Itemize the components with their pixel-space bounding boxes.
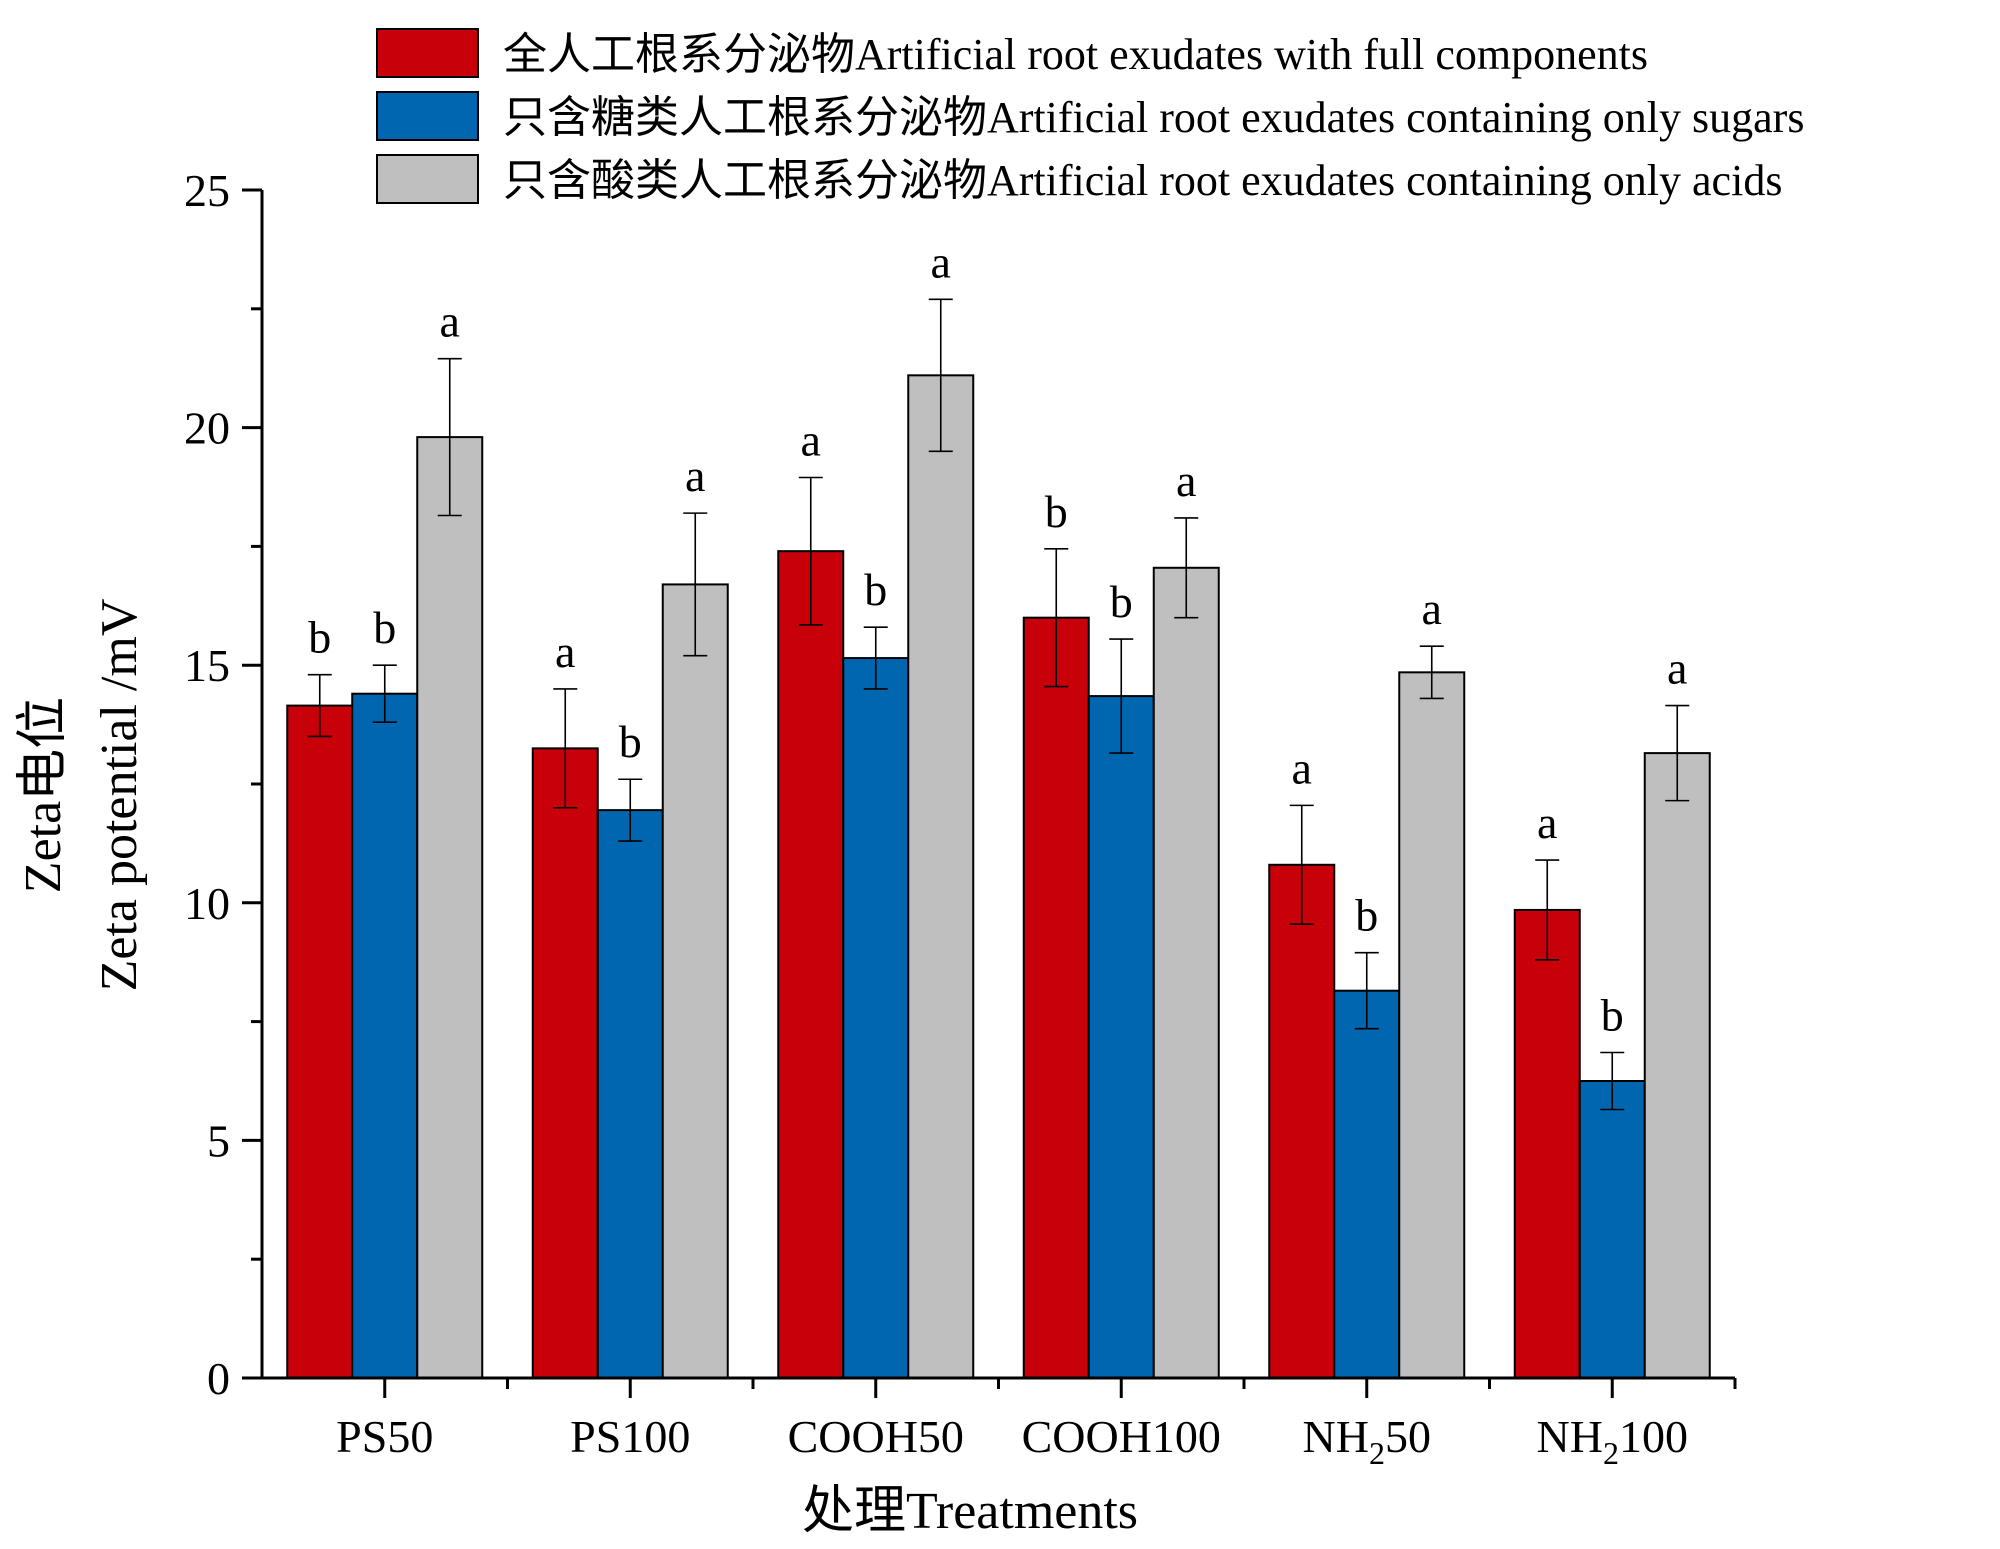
significance-letter-series3-cat5: a	[1422, 583, 1442, 634]
error-bar-series1-cat3	[798, 476, 823, 626]
x-tick-label-6: NH2100	[1537, 1411, 1688, 1471]
significance-letter-series2-cat1: b	[373, 602, 396, 653]
error-bar-series1-cat4	[1044, 547, 1069, 688]
legend-label-2: 只含糖类人工根系分泌物Artificial root exudates cont…	[503, 93, 1804, 142]
significance-letter-series2-cat5: b	[1355, 890, 1378, 941]
bar-series2-cat5	[1333, 989, 1401, 1379]
significance-letter-series1-cat5: a	[1292, 742, 1312, 793]
y-axis-title-cn: Zeta电位	[15, 697, 72, 893]
error-bar-series1-cat2	[553, 688, 578, 809]
bar-series3-cat5	[1398, 671, 1466, 1379]
axes-group: PS50 PS100 COOH50 COOH100 NH250 NH2100 0 5 10 15 2…	[184, 165, 1737, 1471]
legend-item-3: 只含酸类人工根系分泌物Artificial root exudates cont…	[376, 154, 1782, 205]
bar-series2-cat6	[1578, 1080, 1646, 1379]
legend-item-1: 全人工根系分泌物Artificial root exudates with fu…	[376, 28, 1648, 79]
bar-series1-cat6	[1513, 908, 1581, 1379]
error-bars-group	[307, 298, 1690, 1111]
significance-letter-series1-cat1: b	[308, 612, 331, 663]
y-tick-label-1: 0	[207, 1353, 230, 1404]
y-tick-label-3: 10	[184, 878, 230, 929]
error-bar-series3-cat1	[437, 357, 462, 517]
significance-letter-series2-cat2: b	[619, 716, 642, 767]
error-bar-series2-cat5	[1354, 951, 1379, 1030]
error-bar-series2-cat4	[1109, 638, 1134, 754]
legend-swatch-2	[376, 91, 479, 141]
significance-letter-series1-cat3: a	[801, 414, 821, 465]
significance-letter-series1-cat2: a	[555, 626, 575, 677]
significance-letter-series3-cat3: a	[931, 236, 951, 287]
significance-letter-series3-cat2: a	[685, 450, 705, 501]
bar-series1-cat4	[1022, 616, 1090, 1379]
legend: 全人工根系分泌物Artificial root exudates with fu…	[376, 28, 1804, 205]
error-bar-series1-cat5	[1289, 804, 1314, 925]
significance-letter-series2-cat3: b	[864, 564, 887, 615]
x-tick-label-5: NH250	[1303, 1411, 1431, 1471]
legend-swatch-1	[376, 28, 479, 78]
bar-series1-cat5	[1268, 863, 1336, 1379]
legend-label-1: 全人工根系分泌物Artificial root exudates with fu…	[503, 30, 1648, 79]
bar-series2-cat4	[1087, 695, 1155, 1379]
legend-item-2: 只含糖类人工根系分泌物Artificial root exudates cont…	[376, 91, 1804, 142]
error-bar-series2-cat2	[618, 778, 643, 842]
legend-swatch-3	[376, 154, 479, 204]
x-axis-title: 处理Treatments	[802, 1483, 1138, 1540]
significance-letter-series3-cat1: a	[440, 296, 460, 347]
bar-series2-cat3	[842, 657, 910, 1379]
error-bar-series3-cat4	[1174, 517, 1199, 619]
error-bar-series1-cat1	[307, 673, 332, 738]
error-bar-series2-cat1	[372, 664, 397, 724]
y-tick-label-2: 5	[207, 1115, 230, 1166]
y-tick-label-5: 20	[184, 403, 230, 454]
bar-series3-cat6	[1643, 752, 1711, 1379]
bar-series3-cat1	[416, 436, 484, 1379]
error-bar-series3-cat3	[928, 298, 953, 453]
error-bar-series2-cat3	[863, 626, 888, 690]
bars-group	[286, 374, 1711, 1379]
y-axis-title-en: Zeta potential /mV	[91, 599, 148, 992]
error-bar-series3-cat6	[1665, 704, 1690, 802]
bar-series1-cat1	[286, 704, 354, 1379]
y-tick-label-4: 15	[184, 640, 230, 691]
significance-letter-series2-cat4: b	[1110, 576, 1133, 627]
y-tick-label-6: 25	[184, 165, 230, 216]
error-bar-series3-cat2	[683, 512, 708, 657]
significance-letter-series2-cat6: b	[1601, 989, 1624, 1040]
error-bar-series3-cat5	[1419, 645, 1444, 700]
significance-letter-series3-cat6: a	[1667, 643, 1687, 694]
bar-series1-cat2	[531, 747, 599, 1379]
bar-series3-cat4	[1152, 566, 1220, 1379]
bar-series3-cat2	[661, 583, 729, 1379]
x-tick-label-4: COOH100	[1022, 1411, 1221, 1462]
bar-series2-cat2	[596, 809, 664, 1379]
bar-series2-cat1	[351, 692, 419, 1379]
x-tick-label-3: COOH50	[788, 1411, 964, 1462]
bar-series1-cat3	[777, 550, 845, 1379]
bar-series3-cat3	[907, 374, 975, 1379]
error-bar-series1-cat6	[1535, 859, 1560, 961]
significance-letter-series1-cat4: b	[1045, 486, 1068, 537]
x-tick-label-2: PS100	[570, 1411, 690, 1462]
legend-label-3: 只含酸类人工根系分泌物Artificial root exudates cont…	[503, 156, 1782, 205]
significance-letter-series1-cat6: a	[1537, 797, 1557, 848]
x-tick-label-1: PS50	[336, 1411, 433, 1462]
significance-letter-series3-cat4: a	[1176, 455, 1196, 506]
error-bar-series2-cat6	[1600, 1051, 1625, 1111]
